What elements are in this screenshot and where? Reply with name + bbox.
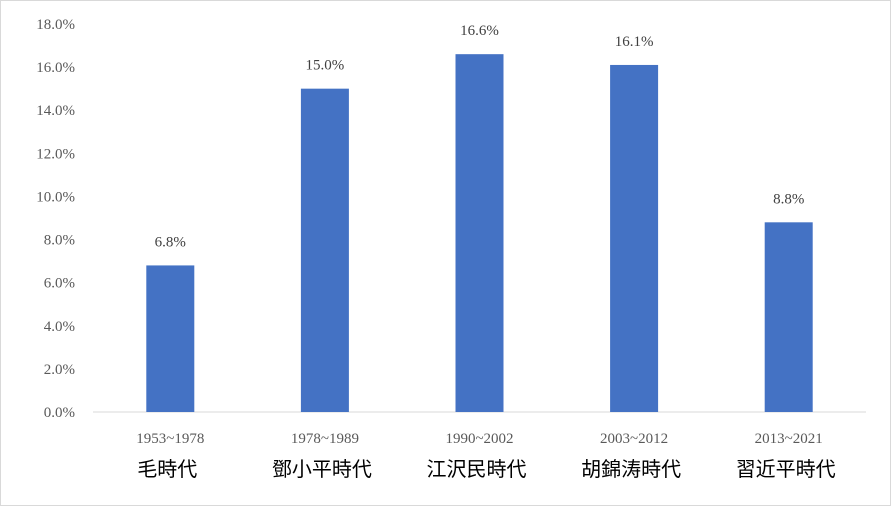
y-tick-label: 2.0% bbox=[44, 362, 75, 378]
y-tick-label: 16.0% bbox=[36, 60, 75, 76]
category-name-label: 毛時代 bbox=[137, 457, 197, 481]
category-name-label: 胡錦涛時代 bbox=[581, 457, 681, 481]
bar bbox=[300, 88, 349, 413]
x-axis-category-labels: 1953~1978 毛時代 1978~1989 鄧小平時代 1990~2002 江沢民時代… bbox=[136, 431, 835, 481]
y-axis-ticks: 0.0% 2.0% 4.0% 6.0% 8.0% 10.0% 12.0% 14.0% 16.0%… bbox=[36, 17, 75, 421]
data-label: 6.8% bbox=[155, 234, 186, 250]
bar bbox=[764, 222, 813, 412]
category-years-label: 2003~2012 bbox=[600, 431, 668, 447]
y-tick-label: 6.0% bbox=[44, 276, 75, 292]
data-label: 15.0% bbox=[306, 58, 345, 74]
category-years-label: 2013~2021 bbox=[755, 431, 823, 447]
y-tick-label: 18.0% bbox=[36, 17, 75, 33]
bar bbox=[610, 64, 659, 412]
bars bbox=[146, 54, 813, 413]
data-label: 16.1% bbox=[615, 34, 654, 50]
category-name-label: 鄧小平時代 bbox=[272, 457, 372, 481]
bar bbox=[146, 265, 195, 412]
data-labels: 6.8% 15.0% 16.6% 16.1% 8.8% bbox=[155, 23, 805, 250]
y-tick-label: 4.0% bbox=[44, 319, 75, 335]
y-tick-label: 10.0% bbox=[36, 189, 75, 205]
category-name-label: 江沢民時代 bbox=[427, 457, 527, 481]
data-label: 16.6% bbox=[460, 23, 499, 39]
category-years-label: 1953~1978 bbox=[136, 431, 204, 447]
category-years-label: 1990~2002 bbox=[445, 431, 513, 447]
y-tick-label: 8.0% bbox=[44, 233, 75, 249]
y-tick-label: 0.0% bbox=[44, 405, 75, 421]
category-name-label: 習近平時代 bbox=[736, 457, 836, 481]
category-years-label: 1978~1989 bbox=[291, 431, 359, 447]
bar bbox=[455, 54, 504, 413]
data-label: 8.8% bbox=[773, 191, 804, 207]
y-tick-label: 12.0% bbox=[36, 146, 75, 162]
y-tick-label: 14.0% bbox=[36, 103, 75, 119]
